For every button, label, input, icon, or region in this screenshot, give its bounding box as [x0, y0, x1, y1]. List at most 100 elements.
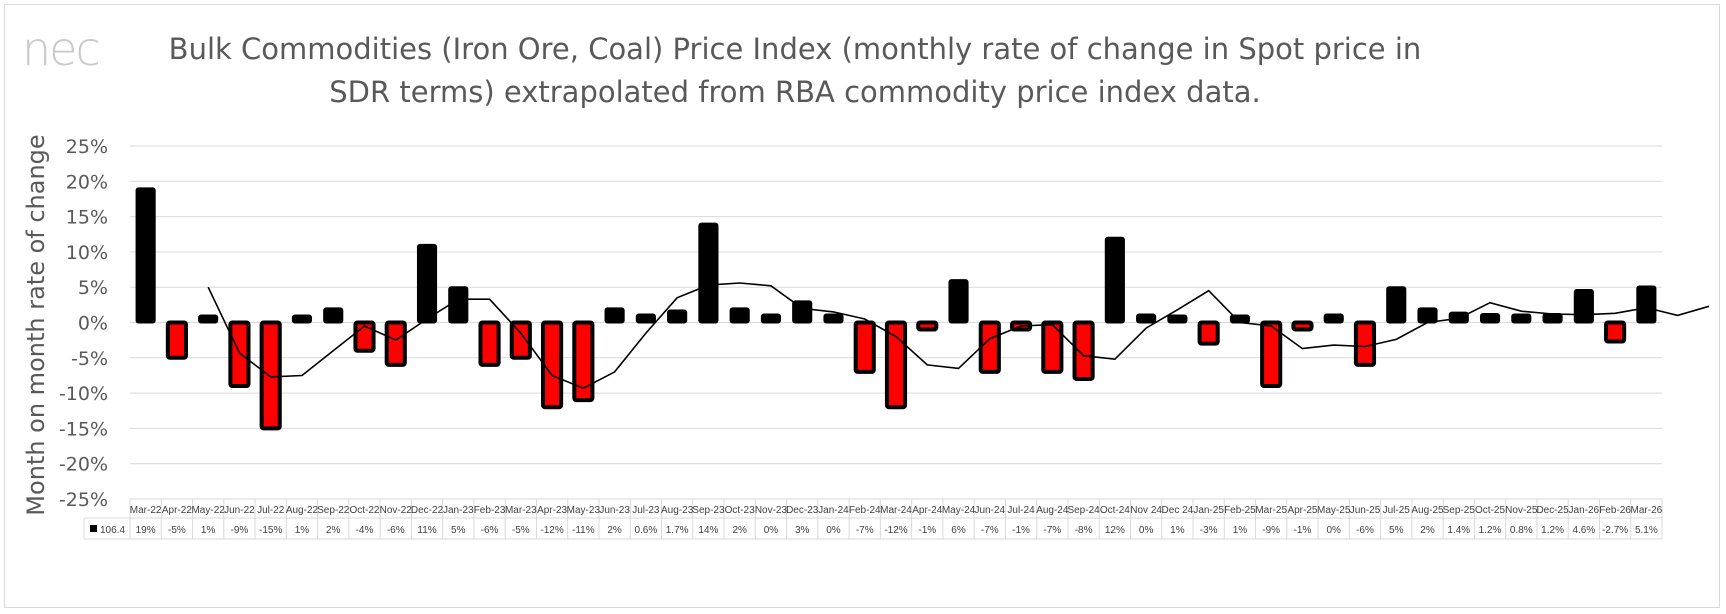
x-tick-label: Jul-24: [1007, 505, 1035, 516]
data-label: 11%: [417, 525, 436, 536]
bar-jan-26: [1573, 289, 1594, 324]
bar-feb-26: [1604, 320, 1627, 344]
bar-may-23: [572, 320, 595, 403]
x-tick-label: Nov-25: [1505, 505, 1538, 516]
data-label: -9%: [231, 525, 249, 536]
y-tick-label: 15%: [66, 207, 108, 229]
data-label: 1%: [295, 525, 310, 536]
bar-nov-23: [760, 313, 782, 324]
x-tick-label: Apr-22: [162, 505, 192, 516]
data-label: 0%: [1326, 525, 1341, 536]
bar-nov-24: [1136, 313, 1157, 324]
x-tick-label: May-25: [1317, 505, 1351, 516]
x-tick-label: May-24: [942, 505, 976, 516]
x-tick-label: Mar-26: [1631, 505, 1663, 516]
bar-jan-24: [823, 313, 844, 324]
x-tick-label: Nov-22: [380, 505, 413, 516]
x-tick-label: Nov-23: [755, 505, 788, 516]
x-tick-label: Aug-24: [1036, 505, 1069, 516]
data-label: 0%: [826, 525, 841, 536]
bar-dec-25: [1542, 313, 1563, 324]
bar-may-24: [948, 279, 969, 324]
x-tick-label: Mar-23: [505, 505, 537, 516]
y-axis-title: Month on month rate of change: [22, 134, 50, 515]
x-tick-label: Dec-25: [1536, 505, 1569, 516]
data-label: -5%: [512, 525, 530, 536]
bar-oct-23: [729, 307, 750, 324]
chart-frame: [4, 4, 1720, 608]
x-tick-label: Mar-22: [130, 505, 162, 516]
x-tick-label: Apr-25: [1287, 505, 1317, 516]
x-tick-label: Jul-23: [632, 505, 660, 516]
data-label: -15%: [259, 525, 282, 536]
y-tick-label: -20%: [59, 454, 108, 476]
bar-may-25: [1323, 313, 1344, 324]
x-tick-label: Jan-24: [818, 505, 849, 516]
bar-dec-24: [1167, 314, 1188, 324]
data-label: 4.6%: [1572, 525, 1595, 536]
data-label: 0.6%: [634, 525, 657, 536]
y-axis: 25% 20% 15% 10% 5% 0% -5% -10% -15% -20% -25%: [59, 136, 108, 511]
data-label: 1.4%: [1447, 525, 1470, 536]
bar-jun-24: [978, 320, 1001, 374]
bar-oct-24: [1104, 236, 1125, 324]
x-tick-label: Sep-24: [1067, 505, 1100, 516]
y-tick-label: 20%: [66, 171, 108, 193]
data-label: -6%: [1356, 525, 1374, 536]
data-label: 1.2%: [1541, 525, 1564, 536]
bar-dec-23: [792, 300, 813, 324]
data-label: 1%: [1233, 525, 1248, 536]
data-label: 2%: [1420, 525, 1435, 536]
data-label: -7%: [981, 525, 999, 536]
x-tick-label: Apr-23: [537, 505, 567, 516]
bar-mar-26: [1636, 285, 1657, 324]
bar-jun-25: [1353, 320, 1377, 367]
bar-jun-22: [228, 320, 251, 389]
data-label: 2%: [607, 525, 622, 536]
bar-mar-23: [509, 320, 532, 360]
data-label: -3%: [1200, 525, 1218, 536]
x-tick-label: Oct-25: [1475, 505, 1505, 516]
x-tick-label: Jan-23: [443, 505, 474, 516]
x-tick-label: Oct-24: [1100, 505, 1130, 516]
x-tick-label: Oct-22: [349, 505, 379, 516]
x-tick-label: Feb-23: [474, 505, 506, 516]
data-label: -12%: [540, 525, 563, 536]
x-tick-label: Feb-25: [1224, 505, 1256, 516]
x-tick-label: Apr-24: [912, 505, 942, 516]
y-tick-label: -15%: [59, 418, 108, 440]
bar-apr-22: [165, 320, 188, 360]
x-tick-label: Jul-25: [1383, 505, 1411, 516]
data-label: 12%: [1105, 525, 1125, 536]
bar-nov-25: [1511, 313, 1532, 324]
data-label: -9%: [1262, 525, 1280, 536]
bar-aug-24: [1041, 320, 1064, 374]
data-label: -6%: [387, 525, 405, 536]
data-label: -2.7%: [1602, 525, 1628, 536]
bar-mar-22: [135, 187, 156, 324]
bar-feb-24: [853, 320, 876, 374]
x-tick-label: Mar-24: [880, 505, 912, 516]
data-label: 5%: [451, 525, 466, 536]
bar-aug-22: [291, 314, 313, 324]
data-label: 3%: [795, 525, 810, 536]
bar-aug-23: [667, 309, 688, 324]
trend-line-layer: [207, 282, 1710, 390]
bar-nov-22: [384, 320, 407, 367]
x-tick-label: Sep-25: [1443, 505, 1476, 516]
y-tick-label: 25%: [66, 136, 108, 158]
data-label: 5%: [1389, 525, 1404, 536]
data-label: -1%: [918, 525, 936, 536]
x-tick-label: May-22: [191, 505, 225, 516]
x-tick-label: May-23: [567, 505, 601, 516]
data-label: -12%: [884, 525, 907, 536]
bar-oct-25: [1479, 313, 1501, 324]
x-tick-label: Dec-23: [786, 505, 819, 516]
data-label: 19%: [136, 525, 156, 536]
data-label: -4%: [356, 525, 374, 536]
x-tick-label: Jan-26: [1569, 505, 1600, 516]
bar-apr-25: [1291, 320, 1314, 332]
data-label: 5.1%: [1635, 525, 1658, 536]
x-tick-label: Sep-23: [692, 505, 725, 516]
